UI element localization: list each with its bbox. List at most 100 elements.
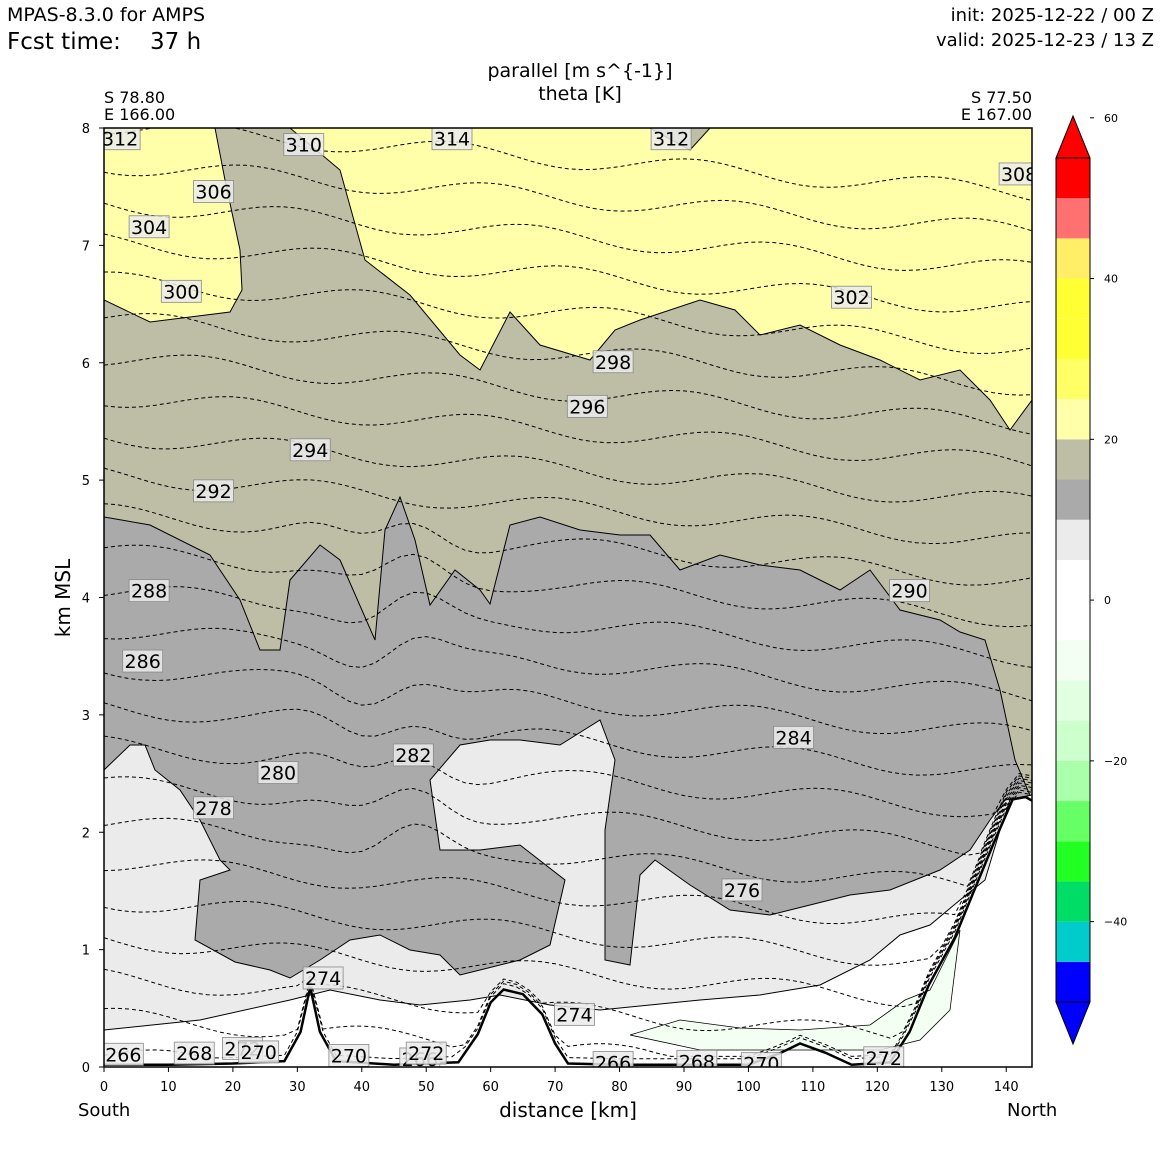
theta-contour <box>104 202 1032 271</box>
x-tick-label: 90 <box>676 1080 693 1095</box>
fill-white-near-surface <box>104 794 1032 1067</box>
colorbar-tick-label: 60 <box>1104 112 1118 125</box>
contour-label-text: 268 <box>679 1051 715 1073</box>
contour-label-text: 292 <box>195 481 231 503</box>
contour-label-text: 306 <box>195 182 231 204</box>
contour-label-text: 286 <box>125 651 161 673</box>
chart-subtitle: theta [K] <box>538 83 622 105</box>
contour-label: 312 <box>650 128 692 151</box>
theta-contour <box>104 586 1032 668</box>
left-endpoint-lon: E 166.00 <box>104 105 176 124</box>
contour-label: 280 <box>257 761 299 785</box>
contour-label-text: 298 <box>595 352 631 374</box>
y-tick-label: 2 <box>82 826 90 841</box>
colorbar-segment <box>1056 961 1090 1002</box>
contour-label-text: 278 <box>195 798 231 820</box>
contour-label-text: 296 <box>569 396 605 418</box>
contour-label-text: 272 <box>866 1048 902 1070</box>
theta-contour <box>104 128 1032 201</box>
contour-label: 266 <box>592 1051 634 1074</box>
contour-label-text: 280 <box>260 763 296 785</box>
colorbar-segment <box>1056 881 1090 922</box>
contour-label-text: 304 <box>131 217 167 239</box>
colorbar-segment <box>1056 519 1090 560</box>
contour-label-text: 312 <box>653 129 689 151</box>
x-tick-label: 40 <box>354 1080 371 1095</box>
contour-label-text: 276 <box>724 880 760 902</box>
contour-label-text: 290 <box>891 581 927 603</box>
colorbar-segment <box>1056 358 1090 400</box>
y-tick-label: 0 <box>82 1061 90 1076</box>
theta-contour <box>104 271 1032 355</box>
colorbar-segment <box>1056 479 1090 520</box>
colorbar-segment <box>1056 158 1090 199</box>
colorbar-segment <box>1056 921 1090 962</box>
x-axis-label: distance [km] <box>499 1098 637 1122</box>
contour-label: 312 <box>102 128 141 151</box>
y-tick-label: 7 <box>82 239 90 254</box>
contour-label: 270 <box>328 1044 370 1067</box>
right-endpoint-lon: E 167.00 <box>960 105 1032 124</box>
contour-label-text: 300 <box>163 281 199 303</box>
colorbar-segment <box>1056 399 1090 440</box>
theta-contour <box>104 780 1032 925</box>
contour-label: 290 <box>889 579 930 603</box>
contour-label: 304 <box>128 215 170 239</box>
contour-label: 306 <box>193 180 234 204</box>
colorbar-segment <box>1056 600 1090 641</box>
terrain-surface <box>104 795 1032 1066</box>
theta-contour <box>104 735 1032 818</box>
x-tick-label: 30 <box>289 1080 306 1095</box>
contour-label: 288 <box>128 579 170 603</box>
colorbar-segment <box>1056 760 1090 802</box>
colorbar-segment <box>1056 318 1090 359</box>
colorbar-segment <box>1056 640 1090 681</box>
contour-label: 308 <box>998 162 1032 186</box>
right-endpoint-lat: S 77.50 <box>970 88 1032 107</box>
contour-label: 300 <box>160 279 202 303</box>
contour-label: 266 <box>104 1042 144 1066</box>
colorbar-segment <box>1056 439 1090 480</box>
x-axis-ticks: 0 10 20 30 40 50 60 70 80 90 100 110 120 130 140 <box>100 1067 1019 1095</box>
contour-label: 274 <box>302 966 344 990</box>
contour-label-text: 302 <box>833 287 869 309</box>
theta-contour <box>104 437 1032 503</box>
colorbar: 60 40 20 0 −20 −40 <box>1055 112 1127 1046</box>
contour-label-text: 270 <box>743 1054 779 1076</box>
contour-label: 284 <box>773 725 814 749</box>
contour-label: 268 <box>676 1049 718 1073</box>
left-direction-label: South <box>78 1100 131 1121</box>
init-time: init: 2025-12-22 / 00 Z <box>950 5 1154 26</box>
theta-contour <box>104 782 1032 966</box>
colorbar-max-extend <box>1055 114 1091 159</box>
fill-pale-green <box>629 929 961 1051</box>
contour-label-text: 266 <box>105 1044 141 1066</box>
theta-contour <box>104 164 1032 232</box>
x-tick-label: 20 <box>225 1080 242 1095</box>
contour-label: 272 <box>405 1041 447 1065</box>
colorbar-segment <box>1056 680 1090 721</box>
contour-label-text: 312 <box>102 129 138 151</box>
theta-contour <box>104 775 1032 856</box>
contour-label: 294 <box>289 438 331 462</box>
x-tick-label: 80 <box>611 1080 628 1095</box>
x-tick-label: 70 <box>547 1080 564 1095</box>
left-endpoint-lat: S 78.80 <box>104 88 166 107</box>
theta-contour <box>104 503 1032 586</box>
fcst-time-label: Fcst time: <box>7 29 121 55</box>
contour-label-text: 310 <box>286 135 322 157</box>
contour-label: 310 <box>283 133 325 157</box>
colorbar-tick-label: −40 <box>1104 916 1127 929</box>
contour-label-text: 270 <box>241 1042 277 1064</box>
x-tick-label: 120 <box>865 1080 890 1095</box>
x-tick-label: 130 <box>929 1080 954 1095</box>
theta-contour <box>104 777 1032 887</box>
colorbar-frame <box>1055 157 1091 1003</box>
theta-contour <box>104 627 1032 702</box>
contour-label-text: 266 <box>595 1052 631 1074</box>
theta-contour <box>104 789 1032 1057</box>
contour-label-text: 274 <box>556 1004 592 1026</box>
colorbar-segment <box>1056 238 1090 279</box>
contour-label: 298 <box>592 350 634 374</box>
